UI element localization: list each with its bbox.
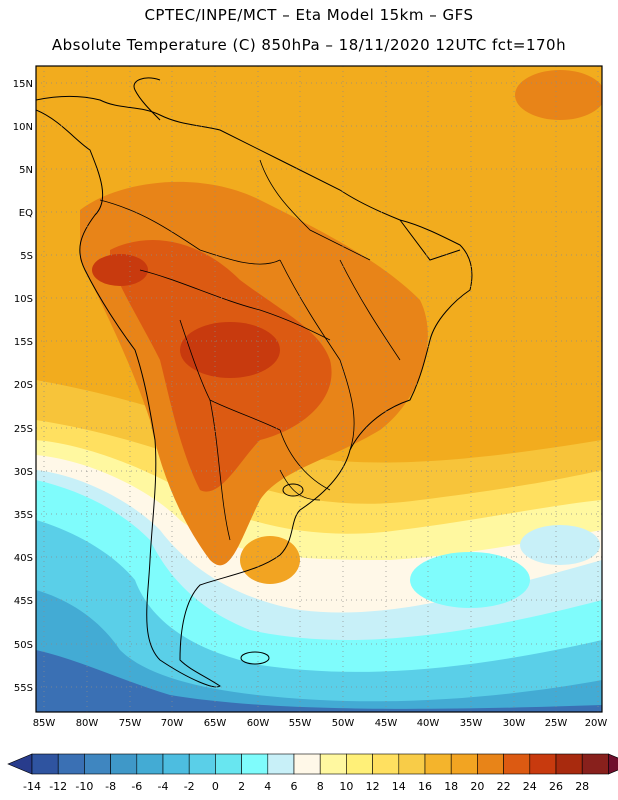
field-blob-atlantic-east	[520, 525, 600, 565]
colorbar-tick-label: 10	[339, 780, 353, 793]
lat-label: 10N	[13, 122, 33, 133]
field-band-0	[36, 520, 602, 712]
lon-label: 75W	[119, 718, 142, 729]
colorbar-tick-label: 4	[264, 780, 271, 793]
colorbar-swatch	[110, 753, 138, 775]
colorbar-tick-label: 12	[366, 780, 380, 793]
lat-label: 10S	[14, 294, 33, 305]
colorbar-max-arrow	[608, 753, 618, 775]
colorbar-tick-label: 0	[212, 780, 219, 793]
lon-label: 20W	[585, 718, 608, 729]
colorbar-swatch	[241, 753, 269, 775]
colorbar-swatch	[293, 753, 321, 775]
colorbar-swatch	[136, 753, 164, 775]
colorbar-swatch	[319, 753, 347, 775]
colorbar-swatch	[267, 753, 295, 775]
colorbar-swatch	[450, 753, 478, 775]
colorbar-min-arrow	[7, 753, 33, 775]
colorbar-swatches	[7, 753, 618, 775]
colorbar-swatch	[529, 753, 557, 775]
colorbar-swatch	[162, 753, 190, 775]
map-subtitle: Absolute Temperature (C) 850hPa – 18/11/…	[51, 36, 567, 54]
colorbar-tick-label: 18	[444, 780, 458, 793]
colorbar-tick-label: -14	[23, 780, 41, 793]
field-hot-andes	[92, 254, 148, 286]
field-band-m10	[36, 650, 602, 712]
lat-label: 15N	[13, 79, 33, 90]
field-warm-south	[240, 536, 300, 584]
colorbar-tick-label: 6	[291, 780, 298, 793]
lon-label: 55W	[289, 718, 312, 729]
lat-label: 15S	[14, 337, 33, 348]
lon-label: 35W	[460, 718, 483, 729]
colorbar-swatch	[372, 753, 400, 775]
lat-label: 50S	[14, 640, 33, 651]
lat-label: EQ	[19, 208, 33, 219]
colorbar-swatch	[477, 753, 504, 775]
longitude-labels: 85W 80W 75W 70W 65W 60W 55W 50W 45W 40W …	[33, 718, 608, 729]
colorbar-tick-label: -2	[184, 780, 195, 793]
lon-label: 40W	[417, 718, 440, 729]
colorbar-swatch	[424, 753, 452, 775]
coastlines	[36, 77, 473, 688]
colorbar-tick-label: -10	[75, 780, 93, 793]
colorbar-tick-label: 22	[497, 780, 511, 793]
colorbar-swatch	[398, 753, 426, 775]
colorbar-swatch	[346, 753, 373, 775]
field-blob-atlantic	[410, 552, 530, 608]
colorbar-tick-label: 14	[392, 780, 406, 793]
colorbar: -14 -12 -10 -8 -6 -4 -2 0 2 4 6 8 10 12 14 16 18 20 22 24 26…	[7, 753, 618, 793]
falkland-islands	[240, 651, 270, 665]
colorbar-tick-label: 26	[549, 780, 563, 793]
colorbar-tick-label: 16	[418, 780, 432, 793]
colorbar-swatch	[84, 753, 111, 775]
colorbar-swatch	[57, 753, 85, 775]
lat-label: 25S	[14, 424, 33, 435]
temperature-map: 15N 10N 5N EQ 5S 10S 15S 20S 25S 30S 35S…	[13, 65, 608, 729]
colorbar-swatch	[31, 753, 59, 775]
colorbar-swatch	[581, 753, 609, 775]
temperature-field	[36, 66, 602, 712]
borders	[99, 159, 401, 541]
colorbar-labels: -14 -12 -10 -8 -6 -4 -2 0 2 4 6 8 10 12 14 16 18 20 22 24 26…	[23, 780, 589, 793]
colorbar-tick-label: -6	[131, 780, 142, 793]
colorbar-tick-label: 2	[238, 780, 245, 793]
lon-label: 50W	[332, 718, 355, 729]
colorbar-tick-label: 28	[575, 780, 589, 793]
colorbar-swatch	[188, 753, 216, 775]
lat-label: 35S	[14, 510, 33, 521]
map-frame	[35, 65, 603, 713]
lon-label: 60W	[247, 718, 270, 729]
colorbar-swatch	[555, 753, 583, 775]
lon-label: 65W	[204, 718, 227, 729]
field-warm-northeast	[515, 70, 602, 120]
lon-label: 45W	[375, 718, 398, 729]
latitude-labels: 15N 10N 5N EQ 5S 10S 15S 20S 25S 30S 35S…	[13, 79, 33, 694]
colorbar-tick-label: 8	[317, 780, 324, 793]
lat-label: 20S	[14, 380, 33, 391]
map-title: CPTEC/INPE/MCT – Eta Model 15km – GFS	[144, 6, 474, 24]
lat-label: 5S	[20, 251, 33, 262]
lon-label: 85W	[33, 718, 56, 729]
lon-label: 25W	[545, 718, 568, 729]
colorbar-tick-label: 24	[523, 780, 537, 793]
lat-label: 30S	[14, 467, 33, 478]
lon-label: 80W	[76, 718, 99, 729]
colorbar-tick-label: 20	[470, 780, 484, 793]
field-band-m4	[36, 590, 602, 712]
lagoon	[282, 483, 304, 497]
colorbar-tick-label: -8	[105, 780, 116, 793]
field-hottest-core	[180, 322, 280, 378]
lat-label: 40S	[14, 553, 33, 564]
lon-label: 30W	[503, 718, 526, 729]
colorbar-swatch	[215, 753, 242, 775]
lat-label: 5N	[19, 165, 33, 176]
lon-label: 70W	[161, 718, 184, 729]
lat-label: 55S	[14, 683, 33, 694]
colorbar-tick-label: -4	[158, 780, 169, 793]
lat-label: 45S	[14, 596, 33, 607]
colorbar-tick-label: -12	[49, 780, 67, 793]
colorbar-swatch	[503, 753, 531, 775]
